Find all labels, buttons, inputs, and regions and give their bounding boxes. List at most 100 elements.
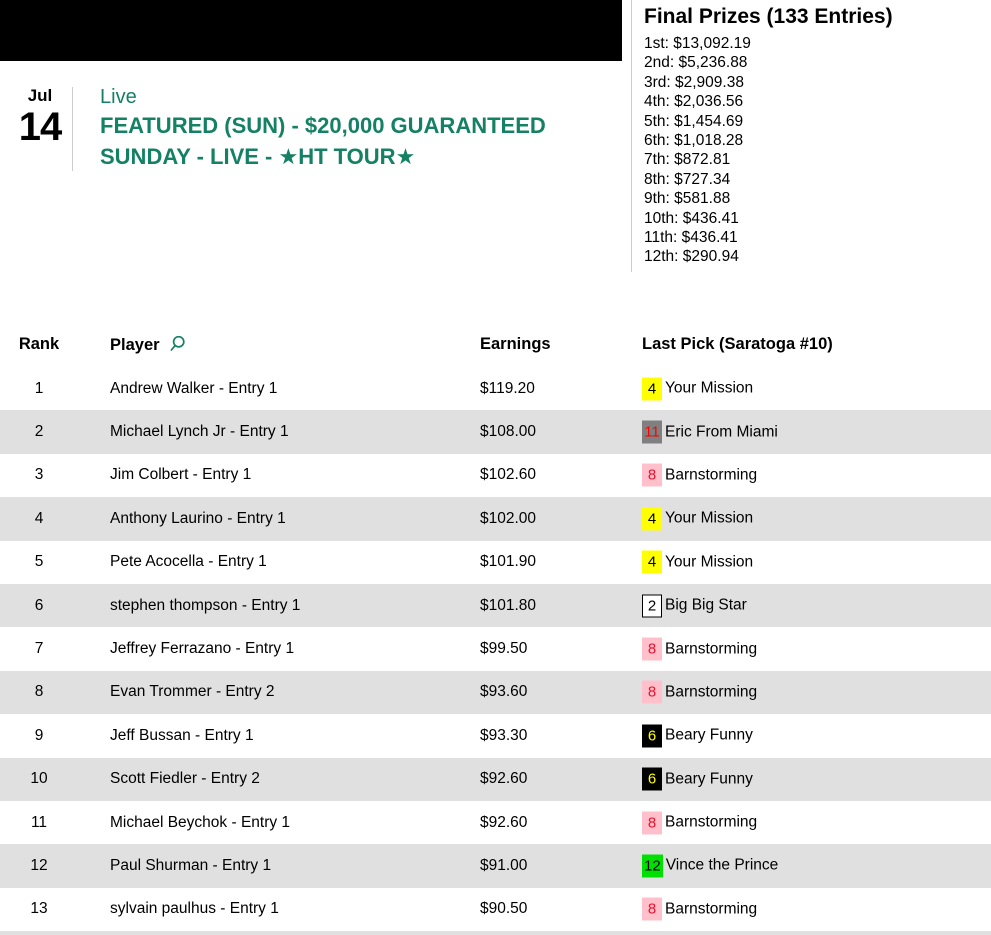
saddle-cloth-number: 8 xyxy=(642,680,662,704)
leaderboard-rows: 1 Andrew Walker - Entry 1 $119.20 4 Your… xyxy=(0,367,991,932)
last-pick-cell: 11 Eric From Miami xyxy=(642,420,778,444)
table-row[interactable]: 9 Jeff Bussan - Entry 1 $93.30 6 Beary F… xyxy=(0,714,991,758)
table-row[interactable]: 10 Scott Fiedler - Entry 2 $92.60 6 Bear… xyxy=(0,757,991,801)
player-cell: Scott Fiedler - Entry 2 xyxy=(110,770,260,788)
table-row[interactable]: 2 Michael Lynch Jr - Entry 1 $108.00 11 … xyxy=(0,410,991,454)
rank-column-header: Rank xyxy=(18,335,60,353)
horse-name: Big Big Star xyxy=(665,596,747,614)
player-cell: Evan Trommer - Entry 2 xyxy=(110,683,275,701)
earnings-cell: $92.60 xyxy=(480,770,528,788)
last-pick-cell: 4 Your Mission xyxy=(642,377,753,401)
event-date-day: 14 xyxy=(18,105,63,149)
saddle-cloth-number: 4 xyxy=(642,377,662,401)
rank-cell: 10 xyxy=(30,770,48,788)
horse-name: Your Mission xyxy=(665,553,754,571)
player-cell: Jeffrey Ferrazano - Entry 1 xyxy=(110,640,295,658)
last-pick-cell: 4 Your Mission xyxy=(642,550,754,574)
event-date: Jul 14 xyxy=(16,86,64,148)
rank-cell: 13 xyxy=(30,900,48,918)
earnings-cell: $108.00 xyxy=(480,423,537,441)
prize-line: 12th: $290.94 xyxy=(644,248,739,266)
rank-cell: 12 xyxy=(30,856,48,874)
earnings-cell: $90.50 xyxy=(480,900,528,918)
last-pick-cell: 6 Beary Funny xyxy=(642,724,753,748)
table-row[interactable]: 11 Michael Beychok - Entry 1 $92.60 8 Ba… xyxy=(0,800,991,845)
earnings-cell: $102.00 xyxy=(480,509,537,527)
player-column-label: Player xyxy=(110,336,160,354)
earnings-cell: $101.90 xyxy=(480,553,537,571)
rank-cell: 7 xyxy=(34,640,44,658)
saddle-cloth-number: 4 xyxy=(642,507,662,531)
player-cell: sylvain paulhus - Entry 1 xyxy=(110,900,279,918)
search-icon[interactable] xyxy=(169,335,186,357)
prize-line: 8th: $727.34 xyxy=(644,170,731,188)
last-pick-cell: 8 Barnstorming xyxy=(642,637,758,661)
prize-line: 5th: $1,454.69 xyxy=(644,112,744,130)
last-pick-column-header: Last Pick (Saratoga #10) xyxy=(642,335,833,353)
prizes-divider xyxy=(631,0,632,272)
last-pick-cell: 8 Barnstorming xyxy=(642,463,758,487)
horse-name: Beary Funny xyxy=(665,726,753,744)
rank-cell: 5 xyxy=(34,553,44,571)
horse-name: Your Mission xyxy=(665,509,754,527)
earnings-cell: $92.60 xyxy=(480,813,528,831)
horse-name: Barnstorming xyxy=(665,683,758,701)
table-row[interactable]: 1 Andrew Walker - Entry 1 $119.20 4 Your… xyxy=(0,367,991,411)
horse-name: Barnstorming xyxy=(665,640,758,658)
saddle-cloth-number: 8 xyxy=(642,463,662,487)
prize-line: 11th: $436.41 xyxy=(644,229,738,247)
earnings-cell: $93.30 xyxy=(480,726,528,744)
horse-name: Barnstorming xyxy=(665,813,758,831)
table-row[interactable]: 6 stephen thompson - Entry 1 $101.80 2 B… xyxy=(0,583,991,628)
rank-cell: 8 xyxy=(34,683,44,701)
rank-cell: 4 xyxy=(34,509,44,527)
earnings-cell: $102.60 xyxy=(480,466,537,484)
rank-cell: 11 xyxy=(30,813,48,831)
table-row[interactable]: 8 Evan Trommer - Entry 2 $93.60 8 Barnst… xyxy=(0,670,991,715)
earnings-cell: $91.00 xyxy=(480,856,528,874)
event-header: Live FEATURED (SUN) - $20,000 GUARANTEED… xyxy=(100,85,620,172)
final-prizes-panel: Final Prizes (133 Entries) 1st: $13,092.… xyxy=(644,5,984,267)
player-cell: Jeff Bussan - Entry 1 xyxy=(110,726,254,744)
prize-line: 10th: $436.41 xyxy=(644,209,739,227)
rank-cell: 3 xyxy=(34,466,44,484)
next-row-edge xyxy=(0,931,991,935)
rank-cell: 6 xyxy=(34,596,44,614)
banner-image xyxy=(0,0,622,61)
table-row[interactable]: 13 sylvain paulhus - Entry 1 $90.50 8 Ba… xyxy=(0,887,991,932)
saddle-cloth-number: 6 xyxy=(642,767,662,791)
last-pick-cell: 4 Your Mission xyxy=(642,507,754,531)
table-row[interactable]: 5 Pete Acocella - Entry 1 $101.90 4 Your… xyxy=(0,540,991,584)
last-pick-cell: 8 Barnstorming xyxy=(642,811,758,835)
earnings-cell: $99.50 xyxy=(480,640,528,658)
saddle-cloth-number: 6 xyxy=(642,724,662,748)
horse-name: Barnstorming xyxy=(665,900,758,918)
saddle-cloth-number: 8 xyxy=(642,811,662,835)
last-pick-cell: 12 Vince the Prince xyxy=(642,854,778,878)
prize-line: 9th: $581.88 xyxy=(644,190,731,208)
saddle-cloth-number: 12 xyxy=(642,854,663,878)
earnings-column-header: Earnings xyxy=(480,335,551,353)
player-cell: Anthony Laurino - Entry 1 xyxy=(110,509,286,527)
prize-line: 4th: $2,036.56 xyxy=(644,93,744,111)
last-pick-cell: 2 Big Big Star xyxy=(642,594,747,618)
table-row[interactable]: 7 Jeffrey Ferrazano - Entry 1 $99.50 8 B… xyxy=(0,627,991,671)
table-row[interactable]: 4 Anthony Laurino - Entry 1 $102.00 4 Yo… xyxy=(0,497,991,541)
saddle-cloth-number: 4 xyxy=(642,550,662,574)
saddle-cloth-number: 8 xyxy=(642,897,662,921)
player-cell: Michael Beychok - Entry 1 xyxy=(110,813,291,831)
player-cell: Paul Shurman - Entry 1 xyxy=(110,856,272,874)
table-row[interactable]: 3 Jim Colbert - Entry 1 $102.60 8 Barnst… xyxy=(0,453,991,498)
last-pick-cell: 6 Beary Funny xyxy=(642,767,753,791)
horse-name: Beary Funny xyxy=(665,770,753,788)
player-cell: Andrew Walker - Entry 1 xyxy=(110,379,278,397)
rank-cell: 2 xyxy=(34,423,44,441)
last-pick-cell: 8 Barnstorming xyxy=(642,897,758,921)
prize-line: 6th: $1,018.28 xyxy=(644,132,744,150)
player-cell: Pete Acocella - Entry 1 xyxy=(110,553,267,571)
horse-name: Barnstorming xyxy=(665,466,758,484)
prize-line: 3rd: $2,909.38 xyxy=(644,73,744,91)
table-row[interactable]: 12 Paul Shurman - Entry 1 $91.00 12 Vinc… xyxy=(0,844,991,888)
player-cell: stephen thompson - Entry 1 xyxy=(110,596,301,614)
